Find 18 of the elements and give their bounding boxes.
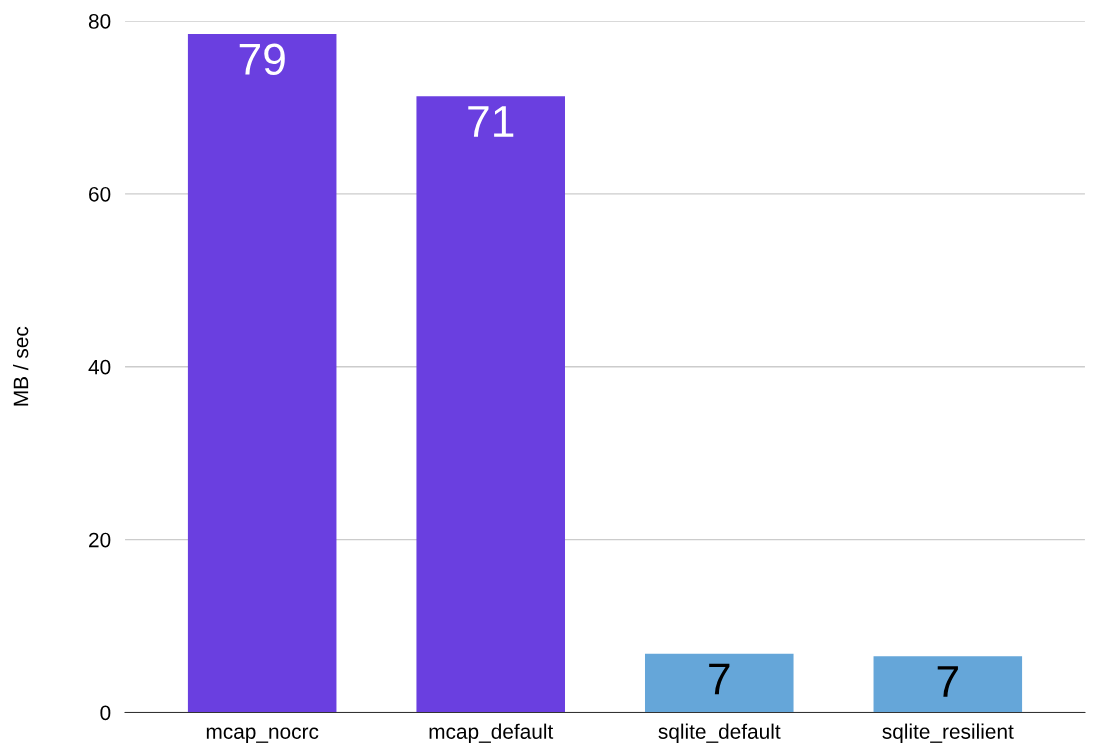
data-label: 79 [239,43,285,75]
bar [416,96,565,713]
x-tick-label: sqlite_default [658,723,781,744]
y-tick-label: 40 [88,359,111,375]
x-tick-label: mcap_default [429,723,554,744]
x-tick-label: sqlite_resilient [882,723,1014,744]
y-tick-label: 0 [100,705,111,721]
y-tick-label: 60 [89,186,111,202]
bar [873,656,1023,713]
y-tick-label: 80 [88,14,111,29]
y-tick-label: 20 [89,532,111,548]
data-label: 7 [709,663,730,695]
data-label: 7 [937,666,958,697]
bar [187,33,337,713]
data-label: 71 [468,106,514,137]
bar [644,653,794,713]
x-tick-label: mcap_nocrc [206,727,319,744]
y-axis-title: MB / sec [13,326,29,406]
